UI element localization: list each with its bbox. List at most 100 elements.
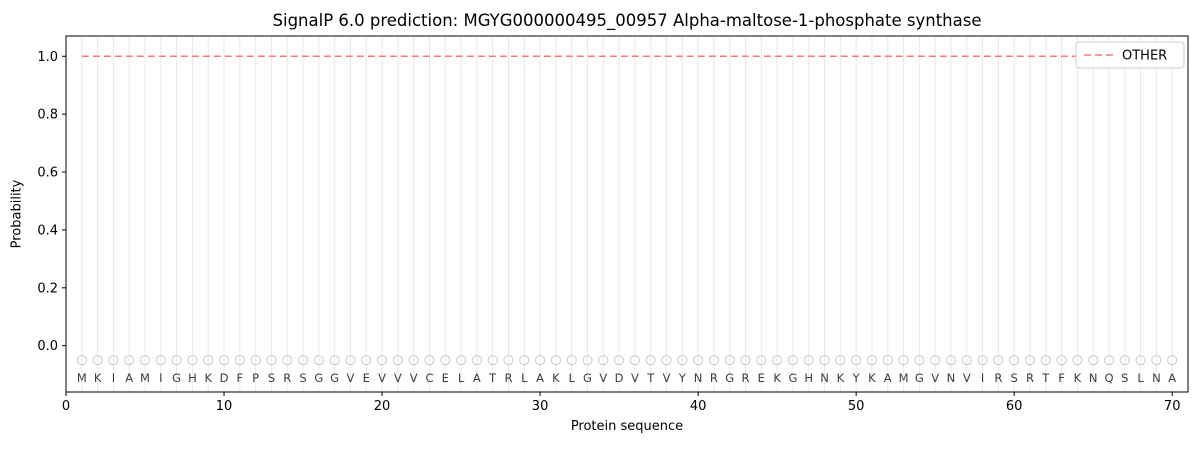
residue-letter: I (981, 371, 984, 385)
residue-marker (76, 355, 87, 366)
residue-letter: H (804, 371, 813, 385)
residue-marker (582, 355, 593, 366)
residue-marker (92, 355, 103, 366)
residue-marker (772, 355, 783, 366)
residue-letter: H (188, 371, 197, 385)
residue-letter: L (568, 371, 575, 385)
residue-marker (708, 355, 720, 366)
residue-letter: K (552, 371, 560, 385)
residue-letter: V (394, 371, 402, 385)
residue-letter: V (631, 371, 639, 385)
residue-letter: N (947, 371, 956, 385)
residue-marker (677, 355, 688, 366)
residue-marker (930, 355, 941, 366)
residue-letter: M (140, 371, 150, 385)
legend-box (1075, 41, 1185, 69)
residue-letter: M (77, 371, 87, 385)
residue-marker (487, 355, 498, 366)
x-tick-label: 10 (216, 399, 233, 414)
residue-marker (218, 355, 230, 366)
residue-letter: Y (678, 371, 687, 385)
residue-marker (550, 355, 561, 366)
residue-marker (866, 355, 878, 366)
residue-letter: T (488, 371, 497, 385)
residue-marker (756, 355, 767, 366)
residue-letter: N (1089, 371, 1098, 385)
residue-marker (566, 355, 577, 366)
residue-letter: G (788, 371, 797, 385)
residue-marker (1009, 355, 1020, 366)
residue-letter: C (425, 371, 433, 385)
residue-letter: K (1074, 371, 1082, 385)
residue-letter: L (521, 371, 528, 385)
residue-marker (693, 355, 704, 366)
residue-letter: K (94, 371, 102, 385)
residue-marker (139, 355, 151, 366)
residue-marker (471, 355, 482, 366)
residue-letter: G (172, 371, 181, 385)
residue-marker (835, 355, 846, 366)
residue-marker (203, 355, 214, 366)
residue-marker (297, 355, 309, 366)
residue-letter: N (820, 371, 829, 385)
residue-letter: K (204, 371, 212, 385)
y-axis-label: Probability (9, 179, 25, 249)
y-tick-label: 0.8 (37, 108, 58, 123)
residue-letter: N (694, 371, 703, 385)
y-tick-label: 1.0 (37, 50, 58, 65)
residue-marker (1167, 355, 1178, 366)
residue-marker (155, 355, 166, 366)
x-tick-label: 20 (374, 399, 391, 414)
residue-marker (361, 355, 372, 366)
y-tick-label: 0.6 (37, 166, 58, 181)
residue-marker (1072, 355, 1083, 366)
x-tick-label: 70 (1164, 399, 1181, 414)
residue-marker (503, 355, 514, 366)
residue-letter: S (1121, 371, 1128, 385)
residue-marker (329, 355, 340, 366)
residue-marker (108, 355, 119, 366)
residue-marker (598, 355, 609, 366)
residue-letter: I (112, 371, 115, 385)
residue-letter: V (410, 371, 418, 385)
residue-letter: G (725, 371, 734, 385)
residue-letter: D (615, 371, 624, 385)
residue-letter: S (268, 371, 275, 385)
residue-marker (187, 355, 198, 366)
residue-letter: A (125, 371, 133, 385)
residue-letter: L (458, 371, 465, 385)
residue-marker (851, 355, 862, 366)
residue-letter: A (884, 371, 892, 385)
residue-marker (993, 355, 1004, 366)
residue-marker (1088, 355, 1099, 366)
residue-letter: A (536, 371, 544, 385)
residue-marker (345, 355, 356, 366)
residue-letter: G (583, 371, 592, 385)
residue-letter: G (330, 371, 339, 385)
chart-title: SignalP 6.0 prediction: MGYG000000495_00… (272, 11, 982, 30)
y-tick-label: 0.2 (37, 281, 58, 296)
residue-marker (914, 355, 925, 366)
residue-letter: V (931, 371, 939, 385)
residue-marker (266, 355, 277, 366)
residue-letter: S (299, 371, 306, 385)
residue-letter: V (378, 371, 386, 385)
residue-marker (629, 355, 641, 366)
residue-marker (661, 355, 672, 366)
residue-letter: R (504, 371, 512, 385)
residue-letter: S (1011, 371, 1018, 385)
residue-letter: E (363, 371, 370, 385)
x-tick-label: 0 (62, 399, 70, 414)
residue-letter: R (710, 371, 718, 385)
residue-letter: E (442, 371, 449, 385)
residue-marker (455, 355, 467, 366)
residue-letter: G (915, 371, 924, 385)
residue-letter: T (646, 371, 655, 385)
legend-other-label: OTHER (1122, 49, 1167, 64)
residue-letter: A (1168, 371, 1176, 385)
residue-letter: T (1041, 371, 1050, 385)
residue-marker (534, 355, 546, 366)
residue-letter: E (758, 371, 765, 385)
residue-marker (819, 355, 830, 366)
